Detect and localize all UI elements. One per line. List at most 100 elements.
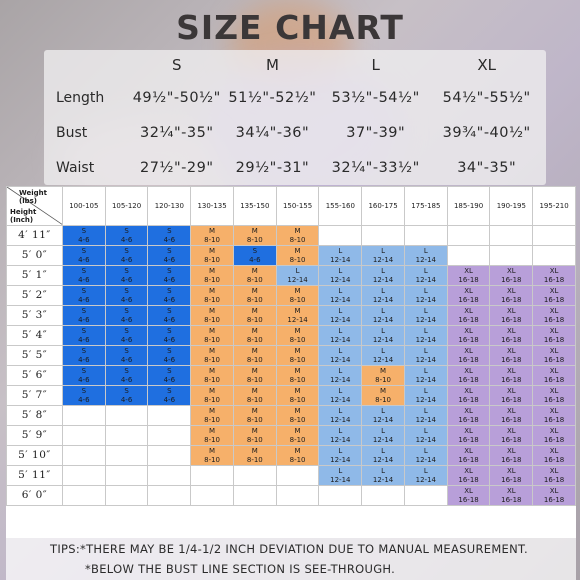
- size-cell: L 12-14: [318, 445, 363, 466]
- size-cell-letter: S: [124, 266, 129, 275]
- size-cell: S 4-6: [104, 325, 149, 346]
- size-cell-range: 12-14: [415, 395, 436, 404]
- size-cell-range: 16-18: [543, 395, 565, 404]
- size-cell: L 12-14: [361, 465, 405, 486]
- empty-cell: [104, 445, 149, 466]
- empty-cell: [361, 485, 405, 506]
- size-cell: XL 16-18: [446, 465, 491, 486]
- size-cell: M 8-10: [190, 365, 234, 386]
- empty-cell: [61, 485, 106, 506]
- size-cell-letter: S: [124, 286, 129, 295]
- size-cell-range: 8-10: [289, 415, 306, 424]
- size-cell-letter: S: [167, 346, 172, 355]
- weight-header: 175-185: [403, 186, 448, 226]
- size-cell-range: 16-18: [501, 415, 522, 424]
- size-cell: M 8-10: [275, 285, 320, 306]
- size-cell: L 12-14: [361, 265, 405, 286]
- size-cell: XL 16-18: [532, 325, 576, 346]
- size-cell-letter: M: [294, 346, 301, 355]
- size-cell: L 12-14: [318, 265, 363, 286]
- size-cell-letter: L: [338, 366, 343, 375]
- weight-header: 135-150: [232, 186, 277, 226]
- size-cell-letter: XL: [549, 306, 559, 315]
- size-cell: L 12-14: [403, 425, 448, 446]
- size-cell-letter: L: [423, 366, 428, 375]
- size-cell-letter: M: [251, 306, 258, 315]
- size-cell: XL 16-18: [489, 265, 534, 286]
- bust-value-l: 37"-39": [346, 124, 406, 141]
- size-cell: XL 16-18: [532, 285, 576, 306]
- size-cell: L 12-14: [403, 345, 448, 366]
- size-cell-range: 12-14: [372, 315, 394, 324]
- size-cell-letter: XL: [506, 446, 516, 455]
- size-cell-letter: L: [381, 286, 386, 295]
- size-measurement-table: S M L XL Length 49½"-50½" 51½"-52½" 53½"…: [44, 50, 546, 185]
- size-cell-range: 8-10: [289, 335, 306, 344]
- size-cell: M 8-10: [190, 405, 234, 426]
- size-cell-range: 12-14: [415, 355, 436, 364]
- size-cell-range: 8-10: [204, 295, 220, 304]
- size-cell: S 4-6: [104, 245, 149, 266]
- empty-cell: [232, 485, 277, 506]
- size-cell-letter: S: [167, 226, 172, 235]
- size-cell-range: 12-14: [330, 355, 351, 364]
- size-cell: M 8-10: [275, 425, 320, 446]
- size-cell-letter: S: [167, 246, 172, 255]
- size-cell: S 4-6: [61, 245, 106, 266]
- size-cell-letter: M: [209, 286, 216, 295]
- size-cell: L 12-14: [403, 405, 448, 426]
- size-cell-letter: XL: [549, 466, 559, 475]
- size-cell: L 12-14: [403, 445, 448, 466]
- size-cell-letter: XL: [464, 386, 473, 395]
- size-cell-letter: XL: [549, 366, 559, 375]
- size-cell-letter: M: [251, 386, 258, 395]
- size-cell-letter: M: [294, 366, 301, 375]
- size-cell-letter: XL: [464, 286, 473, 295]
- size-cell-range: 8-10: [204, 435, 220, 444]
- size-cell-letter: XL: [464, 486, 473, 495]
- size-cell-range: 12-14: [372, 335, 394, 344]
- table-row: 5′ 8″ M 8-10 M 8-10 M 8-10 L 12-14 L 12-14 L 12-14 XL…: [6, 405, 576, 426]
- size-cell-range: 4-6: [78, 295, 90, 304]
- size-cell-letter: M: [294, 326, 301, 335]
- table-row: 5′ 4″ S 4-6 S 4-6 S 4-6 M 8-10 M 8-10 M 8-10 L 12-14 L 1…: [6, 325, 576, 346]
- size-cell: XL 16-18: [446, 265, 491, 286]
- size-cell-range: 16-18: [543, 275, 565, 284]
- size-cell-range: 4-6: [78, 355, 90, 364]
- height-row-label: 5′ 2″: [6, 285, 63, 306]
- size-cell-letter: L: [381, 406, 386, 415]
- size-cell: M 8-10: [232, 345, 277, 366]
- size-cell-letter: L: [423, 426, 428, 435]
- length-value-m: 51½"-52½": [228, 89, 317, 106]
- size-cell: L 12-14: [361, 425, 405, 446]
- size-cell: M 8-10: [232, 385, 277, 406]
- size-cell-letter: XL: [549, 386, 559, 395]
- size-cell-range: 8-10: [289, 295, 306, 304]
- size-cell-letter: S: [81, 286, 87, 295]
- size-cell-range: 16-18: [458, 315, 479, 324]
- size-cell-range: 16-18: [458, 375, 479, 384]
- size-cell-letter: S: [124, 386, 129, 395]
- size-cell-letter: S: [124, 346, 129, 355]
- size-cell-letter: S: [81, 326, 87, 335]
- size-cell: M 8-10: [232, 365, 277, 386]
- size-cell: M 8-10: [232, 225, 277, 246]
- size-cell-letter: S: [81, 266, 87, 275]
- size-cell: XL 16-18: [489, 365, 534, 386]
- size-cell: XL 16-18: [532, 365, 576, 386]
- size-cell-letter: XL: [549, 446, 559, 455]
- size-cell-letter: XL: [506, 386, 516, 395]
- size-cell-range: 12-14: [330, 455, 351, 464]
- size-cell-range: 16-18: [501, 355, 522, 364]
- tips-panel: TIPS:*THERE MAY BE 1/4-1/2 INCH DEVIATIO…: [6, 538, 576, 580]
- empty-cell: [147, 465, 192, 486]
- empty-cell: [104, 465, 149, 486]
- size-cell-letter: XL: [506, 346, 516, 355]
- size-cell-letter: M: [251, 346, 258, 355]
- table-row: 5′ 9″ M 8-10 M 8-10 M 8-10 L 12-14 L 12-14 L 12-14 XL…: [6, 425, 576, 446]
- size-cell-range: 16-18: [543, 375, 565, 384]
- size-cell: M 8-10: [190, 345, 234, 366]
- size-cell-letter: L: [338, 406, 343, 415]
- size-cell: XL 16-18: [489, 405, 534, 426]
- size-cell-range: 12-14: [415, 295, 436, 304]
